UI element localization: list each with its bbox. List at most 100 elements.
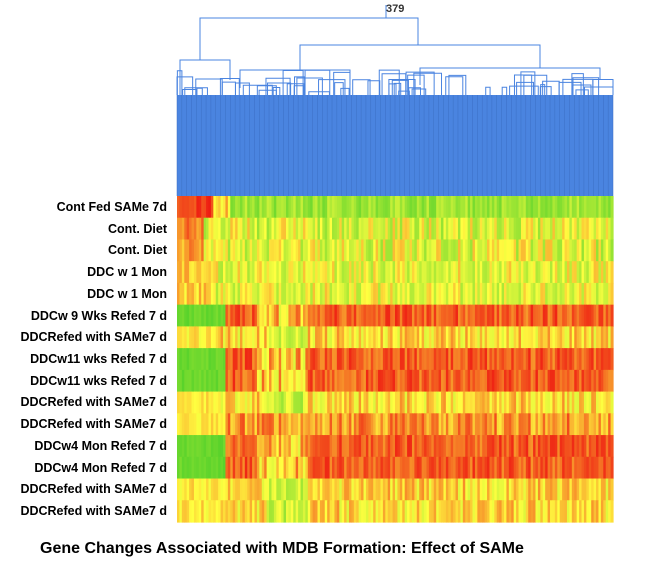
heatmap-cell — [591, 435, 595, 458]
heatmap-cell — [334, 196, 338, 219]
heatmap-cell — [307, 500, 311, 523]
heatmap-cell — [353, 369, 357, 393]
heatmap-cell — [588, 239, 592, 262]
heatmap-cell — [596, 435, 600, 458]
heatmap-cell — [474, 261, 478, 284]
heatmap-cell — [545, 217, 549, 241]
heatmap-cell — [315, 391, 319, 414]
heatmap-cell — [533, 196, 537, 219]
heatmap-cell — [559, 261, 563, 284]
heatmap-cell — [346, 435, 350, 458]
heatmap-cell — [397, 348, 401, 371]
heatmap-cell — [450, 196, 454, 219]
heatmap-cell — [450, 282, 454, 306]
heatmap-cell — [312, 391, 316, 414]
heatmap-cell — [399, 478, 403, 501]
heatmap-cell — [487, 478, 491, 501]
heatmap-cell — [487, 261, 491, 284]
heatmap-cell — [562, 217, 566, 241]
heatmap-cell — [581, 326, 585, 349]
heatmap-cell — [344, 282, 348, 306]
heatmap-cell — [312, 478, 316, 501]
heatmap-cell — [499, 500, 503, 523]
heatmap-cell — [583, 391, 587, 414]
heatmap-cell — [596, 478, 600, 501]
heatmap-cell — [300, 196, 304, 219]
heatmap-cell — [385, 413, 389, 436]
heatmap-cell — [235, 391, 239, 414]
heatmap-cell — [351, 413, 355, 436]
heatmap-cell — [344, 261, 348, 284]
heatmap-cell — [302, 478, 306, 501]
heatmap-row-label: Cont. Diet — [107, 221, 167, 236]
heatmap-cell — [467, 239, 471, 262]
heatmap-cell — [327, 196, 331, 219]
heatmap-cell — [215, 348, 219, 371]
heatmap-cell — [605, 326, 609, 349]
heatmap-cell — [378, 456, 382, 480]
heatmap-cell — [356, 217, 360, 241]
heatmap-cell — [254, 326, 258, 349]
heatmap-cell — [574, 391, 578, 414]
heatmap-cell — [198, 369, 202, 393]
heatmap-cell — [528, 369, 532, 393]
heatmap-cell — [511, 282, 515, 306]
dendrogram-branch — [296, 77, 323, 95]
heatmap-cell — [605, 478, 609, 501]
heatmap-cell — [397, 435, 401, 458]
heatmap-cell — [445, 478, 449, 501]
heatmap-cell — [264, 326, 268, 349]
heatmap-cell — [232, 239, 236, 262]
heatmap-cell — [273, 239, 277, 262]
heatmap-cell — [533, 500, 537, 523]
heatmap-cell — [378, 478, 382, 501]
heatmap-cell — [230, 500, 234, 523]
heatmap-cell — [392, 478, 396, 501]
heatmap-cell — [416, 282, 420, 306]
heatmap-cell — [201, 500, 205, 523]
heatmap-cell — [576, 304, 580, 327]
heatmap-row-label: DDCw4 Mon Refed 7 d — [34, 438, 167, 453]
heatmap-cell — [535, 500, 539, 523]
heatmap-cell — [298, 239, 302, 262]
heatmap-cell — [261, 369, 265, 393]
heatmap-cell — [227, 369, 231, 393]
heatmap-cell — [501, 456, 505, 480]
heatmap-cell — [186, 456, 190, 480]
heatmap-cell — [181, 478, 185, 501]
heatmap-cell — [482, 348, 486, 371]
dendrogram-branch — [381, 73, 407, 95]
heatmap-cell — [591, 500, 595, 523]
heatmap-cell — [552, 304, 556, 327]
heatmap-cell — [227, 217, 231, 241]
heatmap-cell — [562, 239, 566, 262]
heatmap-cell — [361, 413, 365, 436]
heatmap-cell — [569, 456, 573, 480]
heatmap-cell — [181, 435, 185, 458]
heatmap-cell — [179, 456, 183, 480]
heatmap-cell — [210, 217, 214, 241]
heatmap-cell — [191, 239, 195, 262]
heatmap-cell — [264, 196, 268, 219]
heatmap-cell — [574, 239, 578, 262]
heatmap-cell — [276, 304, 280, 327]
heatmap-cell — [482, 282, 486, 306]
heatmap-cell — [189, 304, 193, 327]
heatmap-cell — [382, 282, 386, 306]
heatmap-cell — [571, 500, 575, 523]
heatmap-cell — [220, 261, 224, 284]
heatmap-cell — [433, 369, 437, 393]
heatmap-cell — [223, 348, 227, 371]
heatmap-cell — [230, 261, 234, 284]
heatmap-cell — [196, 217, 200, 241]
heatmap-cell — [365, 391, 369, 414]
heatmap-row — [177, 282, 614, 306]
heatmap-cell — [358, 282, 362, 306]
heatmap-cell — [256, 435, 260, 458]
heatmap-cell — [206, 348, 210, 371]
heatmap-cell — [411, 304, 415, 327]
heatmap-cell — [487, 217, 491, 241]
heatmap-cell — [201, 478, 205, 501]
heatmap-cell — [196, 326, 200, 349]
heatmap-cell — [431, 196, 435, 219]
